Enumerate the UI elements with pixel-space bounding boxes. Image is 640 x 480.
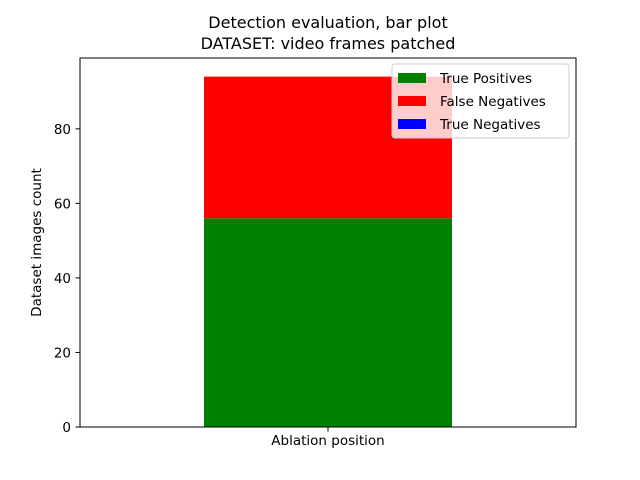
legend-swatch-false-negatives	[398, 96, 426, 106]
legend: True Positives False Negatives True Negati…	[391, 63, 570, 139]
legend-label-true-positives: True Positives	[439, 71, 532, 87]
chart-title: Detection evaluation, bar plot	[208, 13, 447, 32]
y-ticks-group: 0 20 40 60 80	[54, 122, 80, 436]
y-tick-label: 40	[54, 271, 71, 287]
legend-box	[391, 63, 570, 139]
legend-swatch-true-negatives	[398, 119, 426, 129]
bar-segment-true-positives	[204, 218, 452, 427]
legend-label-true-negatives: True Negatives	[439, 117, 541, 133]
y-tick-label: 80	[54, 122, 71, 138]
y-tick-label: 60	[54, 196, 71, 212]
x-axis-label: Ablation position	[271, 433, 384, 449]
legend-label-false-negatives: False Negatives	[440, 94, 546, 110]
y-axis-label: Dataset images count	[29, 168, 45, 317]
legend-swatch-true-positives	[398, 73, 426, 83]
y-tick-label: 0	[62, 420, 71, 436]
chart-subtitle: DATASET: video frames patched	[201, 34, 456, 53]
bars-group	[204, 76, 452, 427]
y-tick-label: 20	[54, 345, 71, 361]
